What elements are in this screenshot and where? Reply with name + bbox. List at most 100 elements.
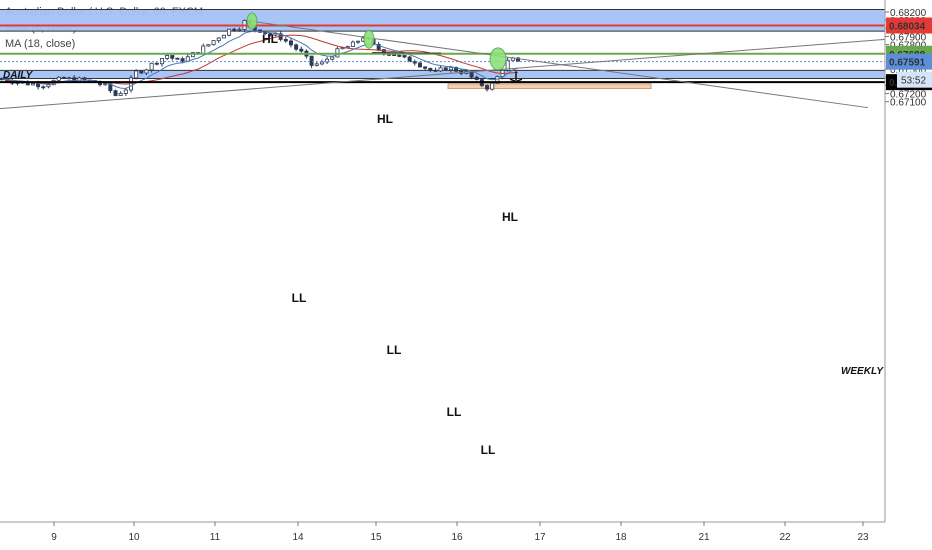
x-tick-label: 16: [451, 532, 463, 543]
x-tick-label: 15: [370, 532, 382, 543]
countdown-tag: [897, 71, 932, 88]
y-tick-label: 0.67100: [890, 98, 927, 109]
candle-body: [428, 67, 433, 71]
candle-body: [345, 46, 350, 49]
candle-body: [30, 83, 35, 86]
annotation-ll: LL: [292, 291, 307, 305]
y-axis-bg: [885, 0, 932, 550]
annotation-hl: HL: [502, 210, 518, 224]
candle-body: [67, 77, 72, 80]
candle-body: [412, 61, 417, 64]
candle-body: [392, 54, 397, 57]
supply-zone-0: [0, 9, 885, 32]
candle-body: [201, 45, 206, 54]
candle-body: [118, 93, 123, 96]
candle-body: [175, 57, 180, 60]
candle-body: [433, 69, 438, 72]
y-tick-label: 0.67200: [890, 90, 927, 101]
candle-body: [180, 58, 185, 62]
candle-body: [221, 34, 226, 39]
candle-body: [356, 40, 361, 43]
weekly-label: WEEKLY: [841, 366, 884, 377]
candle-body: [474, 76, 479, 80]
x-axis-bg: [0, 522, 932, 550]
price-tag-label-0: 0.68034: [889, 22, 926, 33]
annotation-ll: LL: [387, 343, 402, 357]
candle-body: [283, 39, 288, 42]
candle-body: [211, 40, 216, 46]
candle-body: [299, 48, 304, 52]
candle-body: [490, 82, 495, 90]
candle-body: [134, 70, 139, 79]
candle-body: [376, 43, 381, 50]
demand-box: [447, 83, 652, 90]
x-tick-label: 22: [779, 532, 791, 543]
y-tick-label: 0.67900: [890, 32, 927, 43]
annotation-hl: HL: [262, 32, 278, 46]
down-arrow-head: [509, 78, 523, 83]
candle-body: [417, 62, 422, 68]
highlight-marker-0: [246, 12, 258, 30]
candle-body: [314, 63, 319, 66]
candle-body: [206, 44, 211, 47]
candle-body: [268, 33, 273, 36]
candle-body: [149, 62, 154, 71]
annotation-ll: LL: [447, 405, 462, 419]
candle-body: [438, 67, 443, 72]
candle-body: [423, 66, 428, 69]
candle-body: [516, 57, 521, 62]
x-tick-label: 21: [698, 532, 710, 543]
candle-body: [165, 55, 170, 59]
highlight-marker-2: [489, 47, 507, 71]
candle-body: [144, 69, 149, 74]
candle-body: [294, 44, 299, 50]
candle-body: [273, 33, 278, 36]
candle-body: [170, 55, 175, 59]
candle-body: [407, 56, 412, 63]
candle-body: [103, 83, 108, 86]
candle-body: [41, 86, 46, 89]
x-tick-label: 18: [615, 532, 627, 543]
candle-body: [443, 67, 448, 71]
candle-body: [216, 37, 221, 42]
ma-legend: MA (18, close): [5, 38, 76, 50]
price-tag-3: [886, 53, 932, 70]
y-tick-label: 0.67500: [890, 65, 927, 76]
candle-body: [237, 29, 242, 31]
candle-body: [232, 28, 237, 31]
candle-body: [330, 56, 335, 60]
y-tick-label: 0.68200: [890, 8, 927, 19]
countdown-label: 53:52: [901, 76, 926, 87]
candle-body: [448, 67, 453, 71]
candle-body: [139, 70, 144, 74]
candle-body: [61, 76, 66, 80]
candle-body: [154, 62, 159, 65]
highlight-marker-1: [363, 29, 375, 49]
daily-label: DAILY: [3, 70, 34, 81]
x-tick-label: 10: [128, 532, 140, 543]
candle-body: [350, 41, 355, 47]
x-tick-label: 9: [51, 532, 57, 543]
candle-body: [123, 89, 128, 94]
annotation-hl: HL: [377, 112, 393, 126]
candle-body: [56, 76, 61, 81]
x-tick-label: 11: [210, 532, 221, 543]
candle-body: [319, 61, 324, 65]
price-tag-label-3: 0.67591: [889, 58, 926, 69]
candle-body: [397, 54, 402, 57]
candle-body: [46, 84, 51, 88]
up-trendline: [0, 38, 886, 110]
candle-body: [485, 85, 490, 90]
x-tick-label: 14: [292, 532, 304, 543]
candle-body: [325, 58, 330, 63]
x-tick-label: 23: [857, 532, 869, 543]
price-tag-0: [886, 17, 932, 34]
candle-body: [309, 55, 314, 66]
x-tick-label: 17: [534, 532, 546, 543]
ema-8-line: [1, 30, 519, 90]
candle-body: [159, 58, 164, 65]
candle-body: [402, 55, 407, 58]
candle-body: [227, 28, 232, 36]
